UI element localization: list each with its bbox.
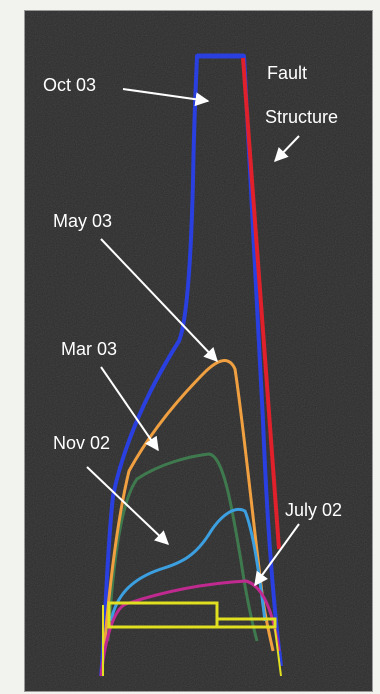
base-right-leg	[274, 628, 282, 677]
arrow-mar03	[100, 366, 159, 452]
label-july02: July 02	[285, 500, 342, 520]
label-structure: Structure	[265, 107, 338, 127]
diagram-panel: Oct 03 Fault Structure May 03 Mar 03 Nov…	[24, 10, 373, 692]
arrow-fault	[274, 135, 300, 163]
oct03-outline	[99, 54, 283, 677]
label-may03: May 03	[53, 211, 112, 231]
arrow-oct03	[122, 88, 210, 107]
mar03-outline	[106, 452, 259, 642]
label-mar03: Mar 03	[61, 339, 117, 359]
base-block-left	[107, 601, 219, 629]
label-fault: Fault	[267, 63, 307, 83]
base-block-right	[215, 617, 277, 629]
fault-growth-diagram: Oct 03 Fault Structure May 03 Mar 03 Nov…	[25, 11, 372, 691]
arrow-nov02	[86, 466, 170, 545]
arrow-july02	[254, 523, 300, 587]
background-texture	[25, 11, 372, 691]
arrow-may03	[100, 238, 218, 363]
fault-structure-line	[241, 57, 281, 550]
label-oct03: Oct 03	[43, 75, 96, 95]
label-nov02: Nov 02	[53, 433, 110, 453]
nov02-outline	[109, 507, 267, 622]
